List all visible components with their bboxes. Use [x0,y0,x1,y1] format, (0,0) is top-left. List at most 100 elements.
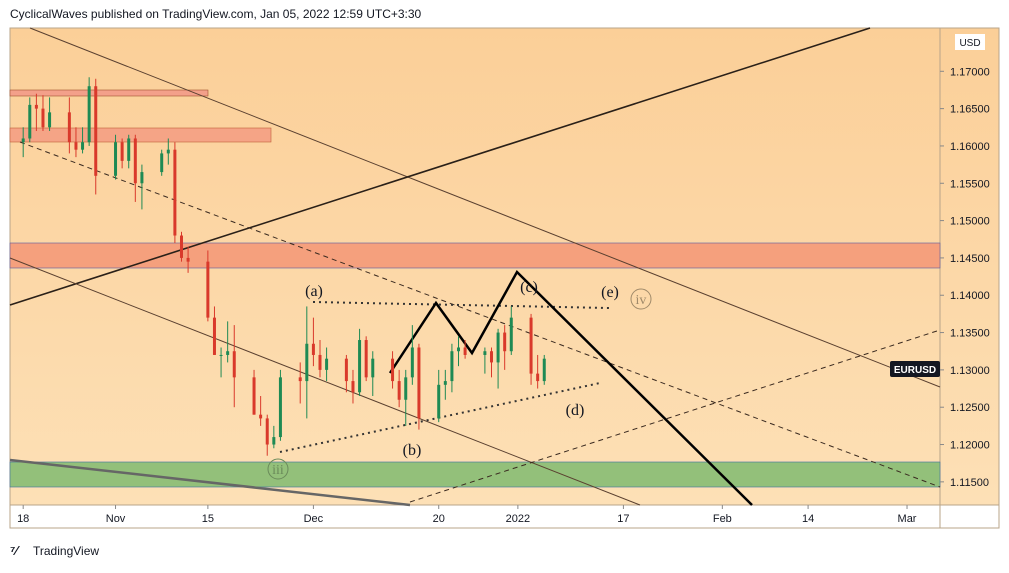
y-tick-label: 1.13000 [950,365,990,377]
candle-body [114,142,118,176]
candles [21,77,546,456]
candle-body [28,104,32,139]
y-tick-label: 1.17000 [950,66,990,78]
candle-body [542,358,546,382]
candle-body [160,153,164,173]
candle-body [74,142,78,150]
currency: USD [959,38,980,49]
candle-body [391,358,395,382]
candle-body [351,381,355,393]
y-tick-label: 1.16000 [950,141,990,153]
candle-body [298,377,302,382]
zone [9,461,941,488]
y-tick-label: 1.13500 [950,328,990,340]
candle-body [463,347,467,355]
x-tick-label: 2022 [506,513,530,525]
y-tick-label: 1.12000 [950,440,990,452]
candle-body [404,377,408,400]
candle-body [410,347,414,378]
x-tick-label: 14 [802,513,814,525]
candle-body [397,381,401,400]
candle-body [483,351,487,355]
candle-body [94,86,98,176]
candle-body [81,142,85,150]
annotations: (a) (b) (c) (d) (e) iv iii [267,279,652,480]
trend-line [29,27,941,388]
candle-body [489,351,493,363]
candle-body [173,149,177,236]
zones [9,89,941,488]
logo-mark: ⁷⁄ [10,543,20,558]
candle-body [166,149,170,154]
candle-body [305,343,309,382]
candle-body [358,340,362,393]
candle-body [34,104,38,109]
candle-body [133,138,137,184]
zone [9,127,272,143]
trend-line [9,458,411,507]
candle-body [496,332,500,363]
trend-line [9,257,641,506]
candle-body [140,172,144,184]
candle-body [265,418,269,445]
drawings [9,27,941,507]
candle-body [437,384,441,419]
candle-body [325,358,329,370]
x-tick-label: Nov [106,513,126,525]
x-tick-label: Mar [898,513,917,525]
candle-body [226,351,230,355]
symbol: EURUSD [894,365,936,376]
candle-body [311,343,315,355]
x-tick-label: Feb [713,513,732,525]
candle-body [252,377,256,415]
candle-body [509,317,513,352]
symbol-tag [890,361,940,377]
candle-body [21,138,25,143]
candle-body [179,235,183,258]
candle-body [186,257,190,262]
candle-body [443,381,447,385]
candle-body [503,332,507,352]
y-tick-label: 1.14000 [950,290,990,302]
dashed-line [409,329,941,503]
wave-label: iv [636,293,647,308]
candle-body [67,112,71,143]
wave-label: (a) [305,283,323,300]
candle-body [272,437,276,445]
wave-label: (e) [601,284,619,301]
y-tick-label: 1.16500 [950,104,990,116]
y-tick-label: 1.14500 [950,253,990,265]
candle-body [219,354,223,356]
dotted-line [312,301,611,309]
axes: 1.11500 1.12000 1.12500 1.13000 1.13500 1.140… [17,66,990,525]
candle-body [371,358,375,378]
y-tick-label: 1.11500 [950,477,989,489]
x-tick-label: Dec [304,513,324,525]
y-tick-label: 1.12500 [950,402,990,414]
x-tick-label: 17 [617,513,629,525]
candle-body [536,373,540,382]
candle-body [344,358,348,382]
x-tick-label: 18 [17,513,29,525]
brand: TradingView [33,544,99,558]
candle-body [278,377,282,438]
wave-circle [630,288,652,310]
candle-body [318,354,322,370]
candle-body [259,414,263,419]
frame [9,27,1000,529]
y-tick-label: 1.15000 [950,216,990,228]
wave-label: (b) [403,442,422,459]
candle-body [417,347,421,419]
wave-circle [267,458,289,480]
y-tick-label: 1.15500 [950,178,990,190]
candle-body [457,347,461,352]
wave-label: iii [272,463,284,478]
x-tick-label: 20 [433,513,445,525]
candle-body [48,112,52,128]
candle-body [529,317,533,374]
x-tick-label: 15 [202,513,214,525]
candle-body [212,317,216,355]
wave-label: (c) [520,279,538,296]
